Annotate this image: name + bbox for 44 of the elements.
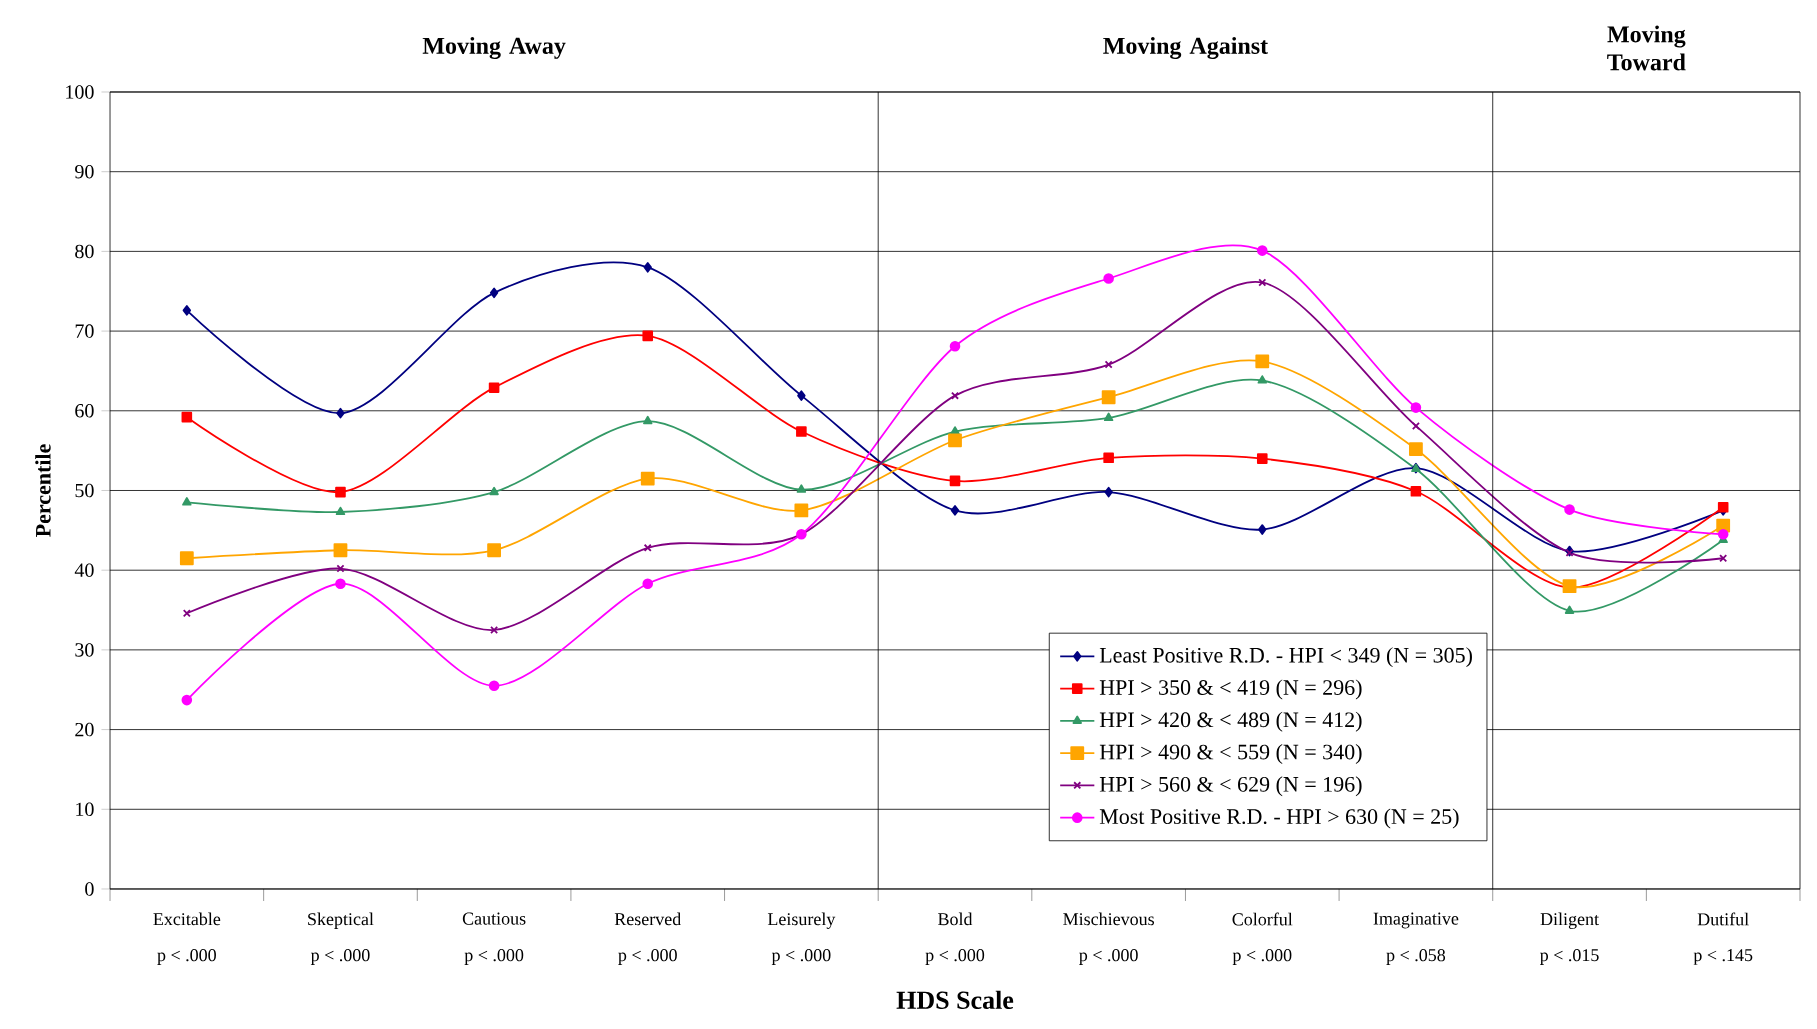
text: p < .000 [310,949,370,965]
y-tick-label: 70 [75,324,94,338]
y-tick-label: 50 [75,483,94,498]
y-tick-label: 0 [85,882,94,896]
legend-label: HPI > 420 & < 489 (N = 412) [1099,711,1362,732]
text: p < .058 [1386,949,1446,965]
y-tick-label: 100 [66,85,94,99]
text: Moving Away [422,37,566,59]
x-tick-label: Dutiful [1697,912,1749,926]
text: p < .015 [1540,949,1599,965]
legend-label: Most Positive R.D. - HPI > 630 (N = 25) [1099,808,1459,829]
y-tick-label: 20 [75,722,94,737]
x-tick-label: Diligent [1540,912,1599,929]
x-tick-label: Colorful [1232,912,1293,926]
x-tick-label: Reserved [614,912,682,926]
y-tick-label: 60 [75,404,94,418]
y-tick-label: 40 [74,563,94,577]
x-tick-label: Bold [938,912,973,926]
y-axis-title: Percentile [35,444,51,537]
text: Moving Toward [1607,25,1686,71]
text: p < .000 [157,949,216,965]
x-tick-label: Mischievous [1063,912,1154,926]
x-tick-label: Leisurely [767,912,836,929]
text: p < .000 [771,949,831,965]
x-tick-label: Excitable [153,912,221,926]
y-tick-label: 90 [75,164,94,179]
y-tick-label: 30 [75,643,94,657]
legend-label: HPI > 560 & < 629 (N = 196) [1099,776,1362,797]
y-tick-label: 80 [75,244,94,259]
legend-label: Least Positive R.D. - HPI < 349 (N = 305) [1099,647,1472,668]
text: p < .145 [1693,949,1753,965]
x-axis-title: HDS Scale [896,990,1014,1009]
x-tick-label: Cautious [462,912,526,925]
y-tick-label: 10 [76,802,94,817]
text: p < .000 [618,949,677,965]
legend-label: HPI > 490 & < 559 (N = 340) [1099,744,1362,764]
text: p < .000 [1232,949,1292,965]
text: p < .000 [1079,949,1138,965]
text: Moving Against [1103,37,1268,59]
text: p < .000 [464,949,524,965]
x-tick-label: Skeptical [308,912,374,929]
text: p < .000 [925,949,985,965]
x-tick-label: Imaginative [1373,912,1459,929]
legend-label: HPI > 350 & < 419 (N = 296) [1099,679,1362,700]
